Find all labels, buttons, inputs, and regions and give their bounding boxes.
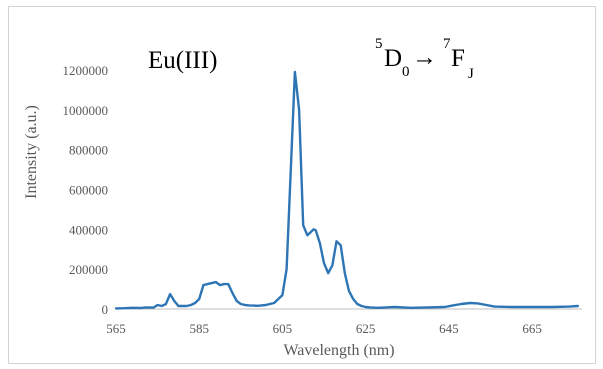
emission-series-line bbox=[114, 70, 579, 310]
y-tick-label: 1000000 bbox=[63, 103, 109, 118]
y-axis-label: Intensity (a.u.) bbox=[23, 105, 40, 199]
y-tick-label: 400000 bbox=[69, 222, 108, 237]
series-layer bbox=[114, 70, 579, 310]
chart-frame: 565 585 605 625 645 665 0 200000 400000 600000 800… bbox=[8, 6, 596, 364]
emission-spectrum-chart: 565 585 605 625 645 665 0 200000 400000 600000 800… bbox=[23, 36, 582, 359]
x-axis-label: Wavelength (nm) bbox=[283, 342, 394, 359]
y-tick-label: 600000 bbox=[69, 182, 108, 197]
y-tick-label: 1200000 bbox=[63, 63, 109, 78]
transition-upper-subscript: 0 bbox=[402, 64, 410, 80]
transition-arrow: → bbox=[412, 44, 437, 71]
x-tick-label: 665 bbox=[522, 321, 542, 336]
transition-lower-letter: F bbox=[451, 45, 465, 72]
species-annotation: Eu(III) bbox=[148, 47, 217, 74]
transition-lower-subscript: J bbox=[468, 66, 474, 82]
transition-upper-superscript: 5 bbox=[375, 36, 383, 52]
ticks-layer: 565 585 605 625 645 665 0 200000 400000 600000 800… bbox=[63, 63, 542, 336]
x-tick-label: 645 bbox=[439, 321, 459, 336]
y-tick-label: 0 bbox=[102, 302, 109, 317]
transition-annotation: 5 D 0 → 7 F J bbox=[375, 36, 474, 82]
transition-upper-letter: D bbox=[384, 45, 402, 72]
x-tick-label: 565 bbox=[106, 321, 126, 336]
x-tick-label: 585 bbox=[189, 321, 209, 336]
x-tick-label: 625 bbox=[356, 321, 376, 336]
x-tick-label: 605 bbox=[273, 321, 293, 336]
y-tick-label: 800000 bbox=[69, 143, 108, 158]
transition-lower-superscript: 7 bbox=[443, 36, 451, 52]
y-tick-label: 200000 bbox=[69, 262, 108, 277]
